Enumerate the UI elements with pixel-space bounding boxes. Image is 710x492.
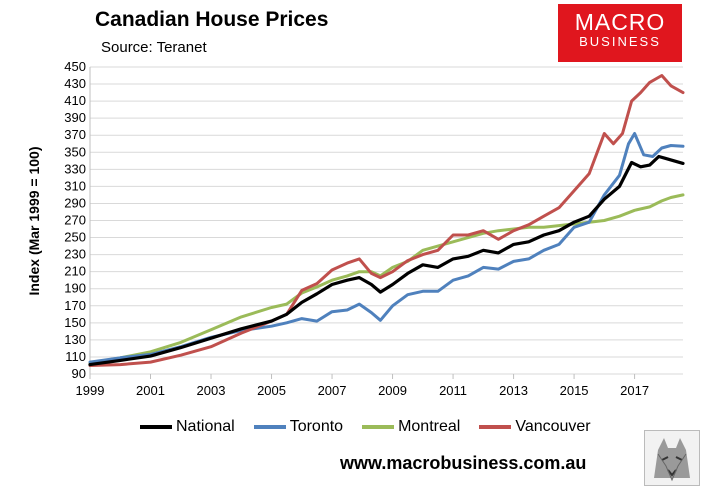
y-tick-label: 150 (64, 315, 86, 330)
x-tick-label: 2015 (560, 383, 589, 398)
y-tick-label: 370 (64, 127, 86, 142)
legend-label: Vancouver (515, 418, 591, 435)
legend-label: National (176, 418, 235, 435)
y-tick-label: 410 (64, 93, 86, 108)
chart-source: Source: Teranet (101, 39, 207, 56)
x-tick-label: 2009 (378, 383, 407, 398)
y-tick-label: 130 (64, 332, 86, 347)
legend-swatch (140, 425, 172, 429)
y-tick-label: 270 (64, 213, 86, 228)
series-line-toronto (88, 132, 685, 364)
chart-legend: National Toronto Montreal Vancouver (140, 418, 610, 436)
line-chart: 90 110 130 150 170 190 210 230 250 270 290 310 330 35… (26, 59, 685, 398)
legend-item-national: National (140, 418, 235, 436)
y-tick-label: 290 (64, 195, 86, 210)
logo-line-2: BUSINESS (579, 34, 661, 49)
y-tick-label: 230 (64, 247, 86, 262)
x-tick-label: 2005 (257, 383, 286, 398)
legend-label: Montreal (398, 418, 461, 435)
y-tick-label: 190 (64, 281, 86, 296)
series-line-montreal (88, 193, 685, 365)
x-axis-ticks: 1999 2001 2003 2005 2007 2009 2011 2013 2015 2017 (76, 374, 649, 398)
legend-swatch (479, 425, 512, 429)
legend-item-vancouver: Vancouver (479, 418, 591, 436)
y-tick-label: 90 (72, 366, 86, 381)
x-tick-label: 1999 (76, 383, 105, 398)
legend-label: Toronto (289, 418, 344, 435)
y-tick-label: 430 (64, 76, 86, 91)
legend-item-toronto: Toronto (253, 418, 344, 436)
legend-swatch (362, 425, 395, 429)
y-axis-label: Index (Mar 1999 = 100) (26, 146, 42, 295)
y-tick-label: 310 (64, 178, 86, 193)
x-tick-label: 2011 (439, 383, 467, 398)
y-tick-label: 330 (64, 161, 86, 176)
x-tick-label: 2001 (136, 383, 165, 398)
y-tick-label: 390 (64, 110, 86, 125)
macrobusiness-logo: MACRO BUSINESS (558, 4, 682, 62)
legend-item-montreal: Montreal (362, 418, 460, 436)
x-tick-label: 2013 (499, 383, 528, 398)
logo-line-1: MACRO (574, 9, 666, 35)
series-line-national (88, 154, 685, 367)
website-url: www.macrobusiness.com.au (340, 453, 587, 473)
wolf-icon (644, 430, 700, 486)
x-tick-label: 2017 (620, 383, 649, 398)
chart-title: Canadian House Prices (95, 8, 329, 31)
y-tick-label: 210 (64, 264, 86, 279)
y-axis-ticks: 90 110 130 150 170 190 210 230 250 270 290 310 330 35… (64, 59, 86, 381)
x-tick-label: 2007 (318, 383, 347, 398)
x-tick-label: 2003 (197, 383, 226, 398)
legend-swatch (253, 425, 286, 429)
y-tick-label: 170 (64, 298, 86, 313)
y-tick-label: 110 (65, 349, 86, 364)
y-tick-label: 350 (64, 144, 86, 159)
y-tick-label: 250 (64, 230, 86, 245)
y-tick-label: 450 (64, 59, 86, 74)
series-lines (88, 74, 685, 367)
